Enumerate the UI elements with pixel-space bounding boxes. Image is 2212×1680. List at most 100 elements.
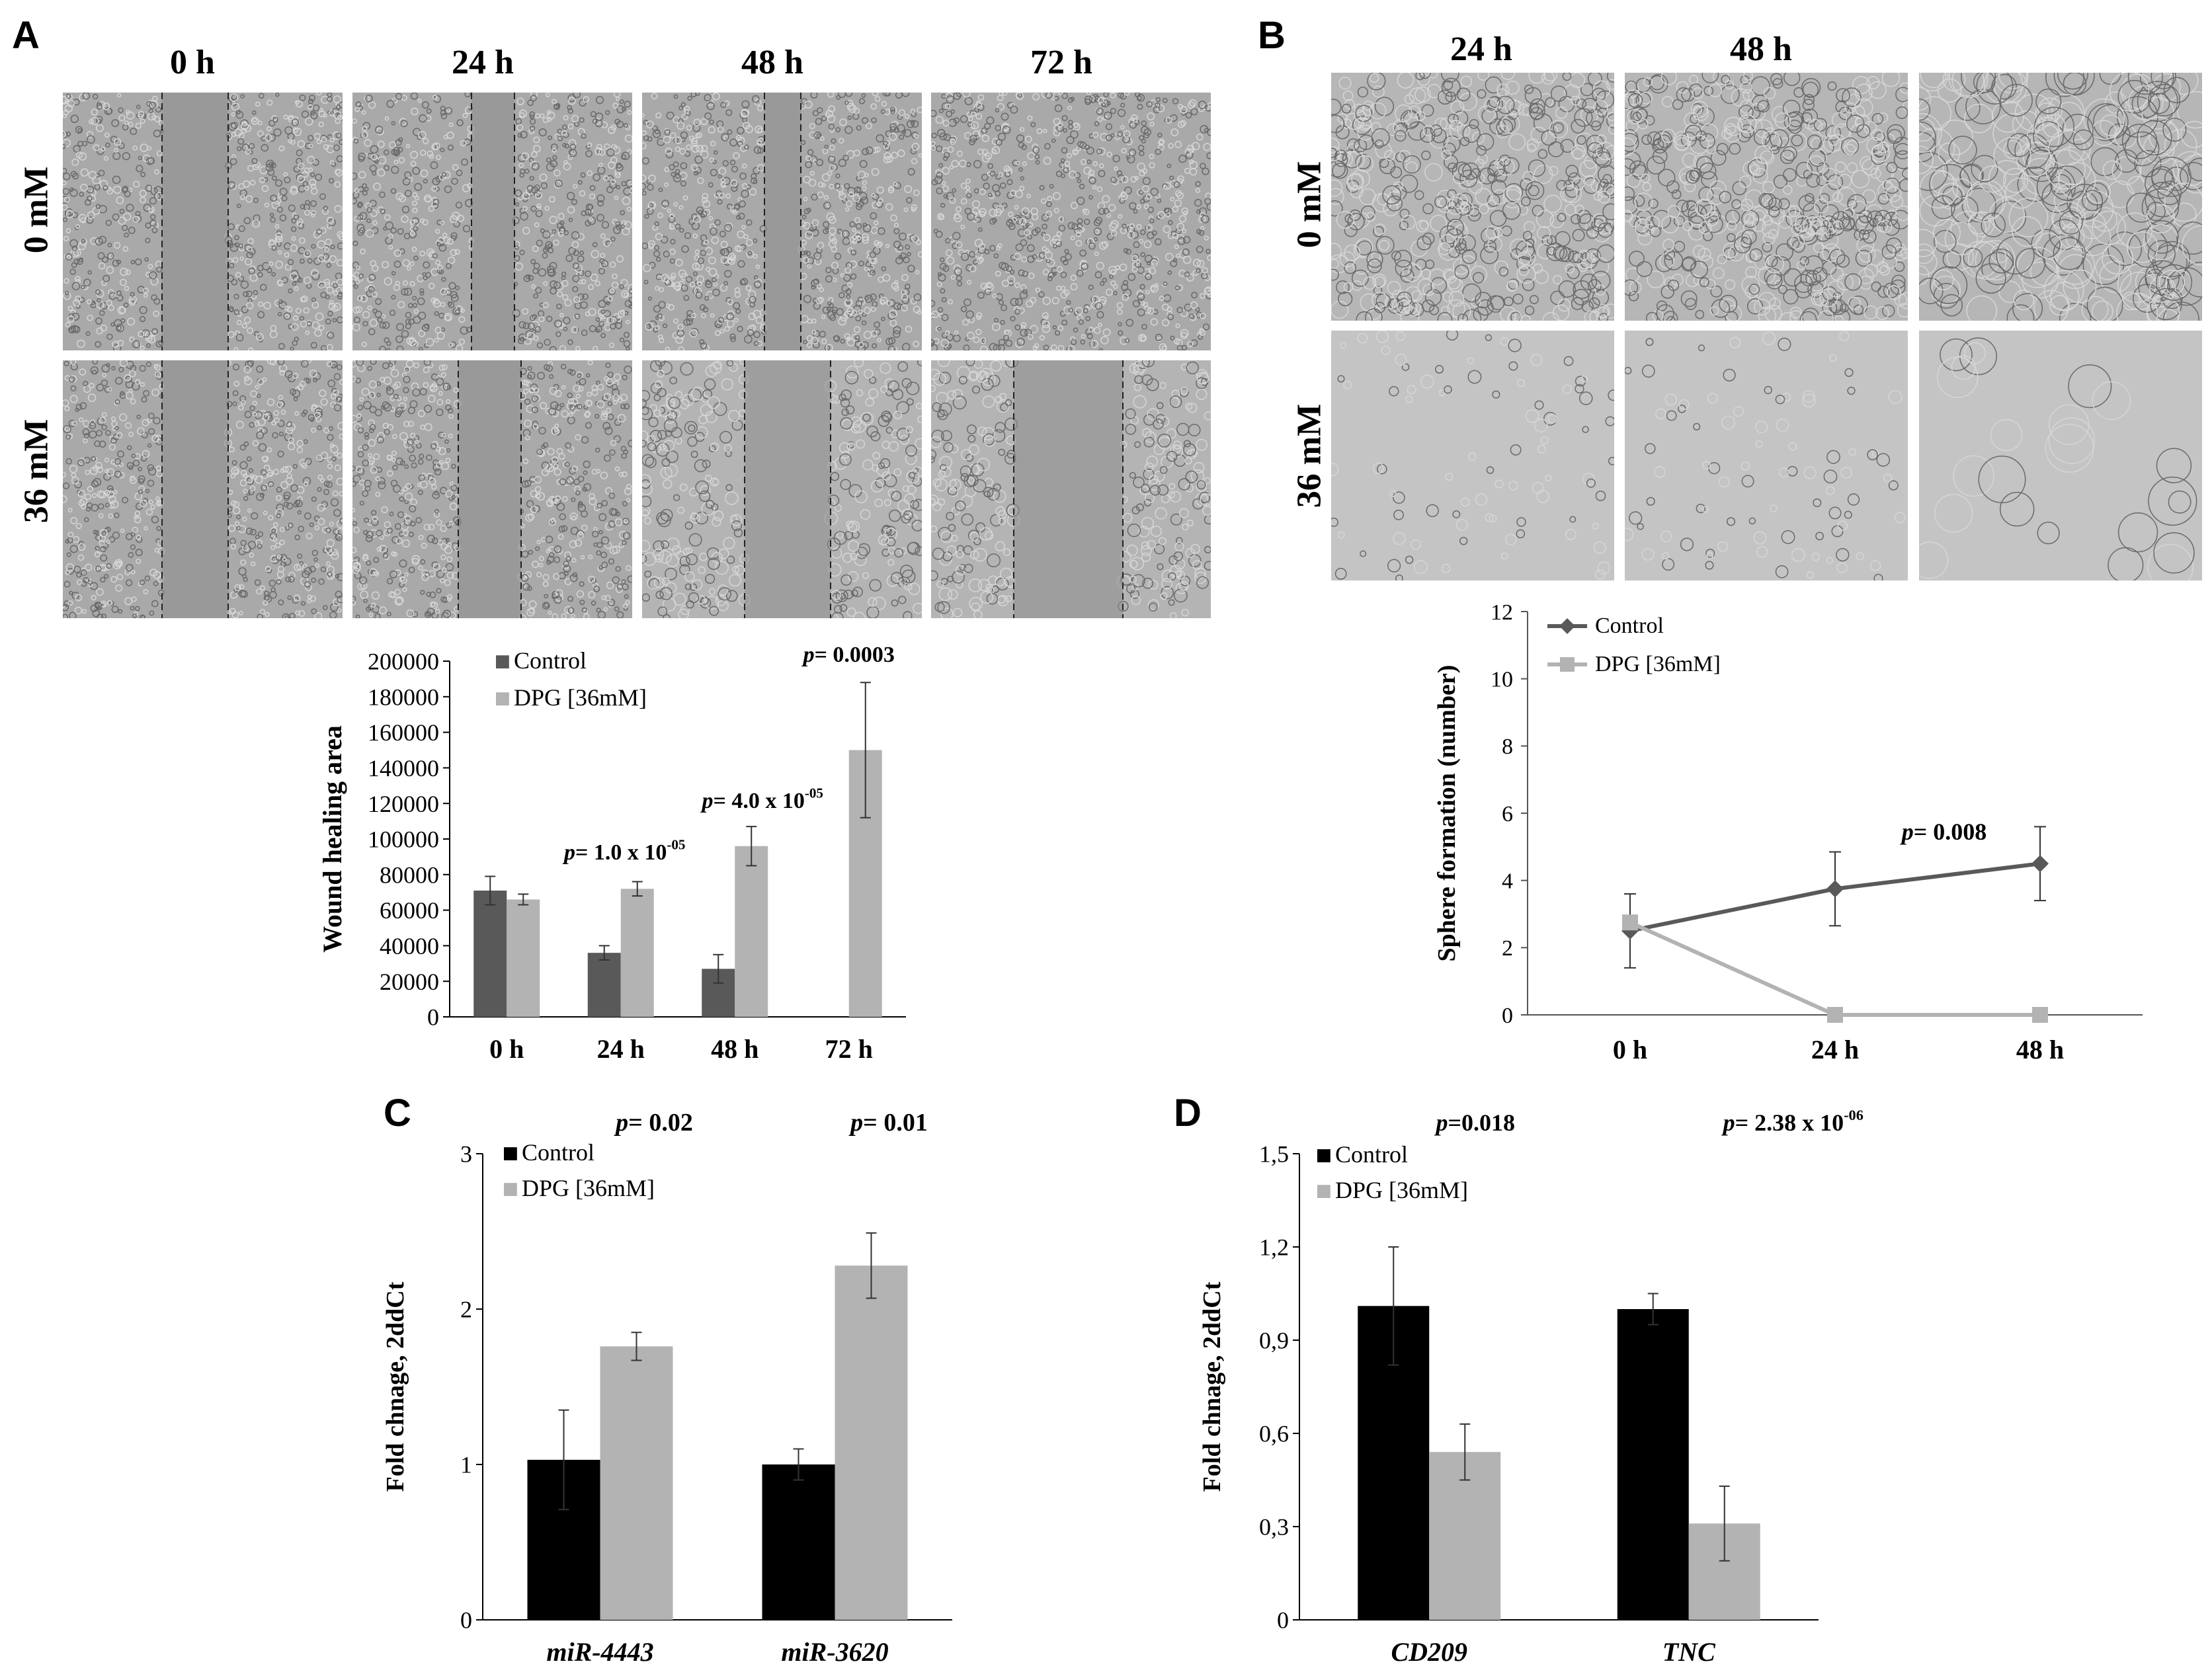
y-tick-label: 120000 — [368, 791, 439, 817]
micrograph-a-0mM-1 — [352, 93, 632, 350]
legend-swatch — [504, 1147, 517, 1160]
micrograph-b-36mM-2 — [1919, 331, 2202, 580]
x-category-label: 72 h — [825, 1034, 873, 1064]
bar-dpg-36mm- — [620, 889, 654, 1017]
legend-label: Control — [522, 1139, 594, 1166]
panel-a-col-label-3: 72 h — [1030, 44, 1092, 81]
bar-dpg-36mm- — [507, 899, 540, 1017]
y-tick-label: 20000 — [380, 969, 439, 995]
micrograph-b-0mM-0 — [1331, 73, 1614, 321]
y-tick-label: 140000 — [368, 755, 439, 781]
micrograph-a-36mM-2 — [642, 360, 922, 618]
p-value-annotation: p= 1.0 x 10-05 — [562, 837, 685, 865]
point-marker — [2032, 1007, 2048, 1023]
panel-a-col-label-0: 0 h — [170, 44, 215, 81]
chart-c-mirna-fold-change: 0 1 2 3 Fold chnage, 2ddCt miR-4443 miR-3620 Co… — [382, 1109, 952, 1667]
bar-dpg-36mm- — [835, 1265, 908, 1620]
micrograph-b-36mM-1 — [1625, 331, 1908, 580]
p-value-annotation: p= 0.008 — [1900, 819, 1987, 845]
micrograph-b-0mM-1 — [1625, 73, 1908, 321]
y-tick-label: 0,9 — [1259, 1328, 1289, 1354]
y-tick-label: 40000 — [380, 933, 439, 959]
y-tick-label: 1,5 — [1259, 1141, 1289, 1168]
y-tick-label: 0,6 — [1259, 1421, 1289, 1447]
legend-label: Control — [1335, 1141, 1408, 1168]
micrograph-a-0mM-0 — [63, 93, 343, 350]
x-category-label: CD209 — [1391, 1637, 1467, 1667]
micrograph-b-36mM-0 — [1331, 331, 1614, 580]
y-tick-label: 1,2 — [1259, 1234, 1289, 1261]
legend-marker — [1559, 618, 1575, 634]
legend-swatch — [504, 1183, 517, 1196]
p-value-annotation: p= 0.02 — [614, 1109, 693, 1137]
p-value-annotation: p= 2.38 x 10-06 — [1721, 1107, 1864, 1136]
y-tick-label: 0 — [1502, 1004, 1513, 1028]
x-category-label: 0 h — [489, 1034, 524, 1064]
y-axis-label: Wound healing area — [317, 725, 347, 953]
panel-a-col-label-2: 48 h — [741, 44, 803, 81]
micrograph-a-36mM-0 — [63, 360, 343, 618]
legend-label: DPG [36mM] — [522, 1175, 655, 1201]
y-tick-label: 0 — [460, 1607, 472, 1634]
legend-label: DPG [36mM] — [1335, 1177, 1468, 1203]
y-tick-label: 80000 — [380, 861, 439, 888]
bar-control — [762, 1464, 835, 1620]
x-category-label: miR-4443 — [546, 1637, 653, 1667]
y-tick-label: 0 — [1277, 1607, 1289, 1634]
bar-dpg-36mm- — [600, 1346, 673, 1620]
bar-dpg-36mm- — [735, 846, 768, 1017]
x-tick-label: 48 h — [2016, 1035, 2064, 1064]
p-value-annotation: p= 0.01 — [848, 1109, 928, 1137]
panel-d-letter: D — [1174, 1092, 1202, 1135]
micrograph-b-0mM-2 — [1919, 73, 2202, 321]
bar-control — [1617, 1309, 1689, 1620]
series-line — [1629, 920, 2040, 1017]
point-marker — [2031, 855, 2049, 873]
legend-label: DPG [36mM] — [514, 684, 647, 711]
panel-b-letter: B — [1258, 14, 1286, 57]
y-axis-label: Fold chnage, 2ddCt — [382, 1281, 409, 1492]
panel-a-col-label-1: 24 h — [452, 44, 514, 81]
p-value-annotation: p= 4.0 x 10-05 — [700, 785, 823, 813]
x-category-label: miR-3620 — [781, 1637, 888, 1667]
x-category-label: TNC — [1662, 1637, 1716, 1667]
bar-control — [587, 953, 621, 1017]
panel-a-row-label-1: 36 mM — [17, 419, 56, 524]
panel-c-letter: C — [384, 1092, 411, 1135]
y-tick-label: 60000 — [380, 897, 439, 924]
legend-label: Control — [1595, 614, 1664, 638]
micrograph-a-36mM-1 — [352, 360, 632, 618]
y-tick-label: 180000 — [368, 684, 439, 710]
y-tick-label: 3 — [460, 1141, 472, 1168]
x-tick-label: 24 h — [1811, 1035, 1859, 1064]
panel-b-col-label-1: 48 h — [1730, 30, 1792, 68]
legend-swatch — [1317, 1149, 1331, 1162]
bar-control — [473, 891, 507, 1017]
micrograph-a-0mM-3 — [931, 93, 1211, 350]
y-tick-label: 12 — [1491, 600, 1513, 625]
chart-b-sphere-formation: 0 2 4 6 8 10 12 Sphere formation (number) 0 h 24 … — [1433, 600, 2143, 1064]
panel-b-row-label-1: 36 mM — [1290, 403, 1329, 508]
y-tick-label: 6 — [1502, 802, 1513, 826]
point-marker — [1827, 1007, 1843, 1023]
point-marker — [1826, 880, 1844, 898]
micrograph-a-0mM-2 — [642, 93, 922, 350]
point-marker — [1622, 914, 1638, 931]
legend-label: Control — [514, 647, 587, 674]
y-tick-label: 200000 — [368, 649, 439, 675]
panel-b-row-label-0: 0 mM — [1290, 161, 1329, 249]
p-value-annotation: p= 0.0003 — [801, 643, 895, 667]
y-tick-label: 4 — [1502, 869, 1513, 894]
y-axis-label: Sphere formation (number) — [1433, 665, 1461, 962]
legend-marker — [1560, 657, 1575, 672]
y-axis-label: Fold chnage, 2ddCt — [1198, 1281, 1226, 1492]
panel-b-col-label-0: 24 h — [1450, 30, 1512, 68]
y-tick-label: 100000 — [368, 826, 439, 853]
x-category-label: 48 h — [711, 1034, 758, 1064]
legend-swatch — [1317, 1185, 1331, 1198]
y-tick-label: 2 — [460, 1297, 472, 1323]
y-tick-label: 160000 — [368, 719, 439, 746]
legend-swatch — [496, 692, 509, 705]
y-tick-label: 2 — [1502, 936, 1513, 961]
y-tick-label: 0,3 — [1259, 1514, 1289, 1540]
